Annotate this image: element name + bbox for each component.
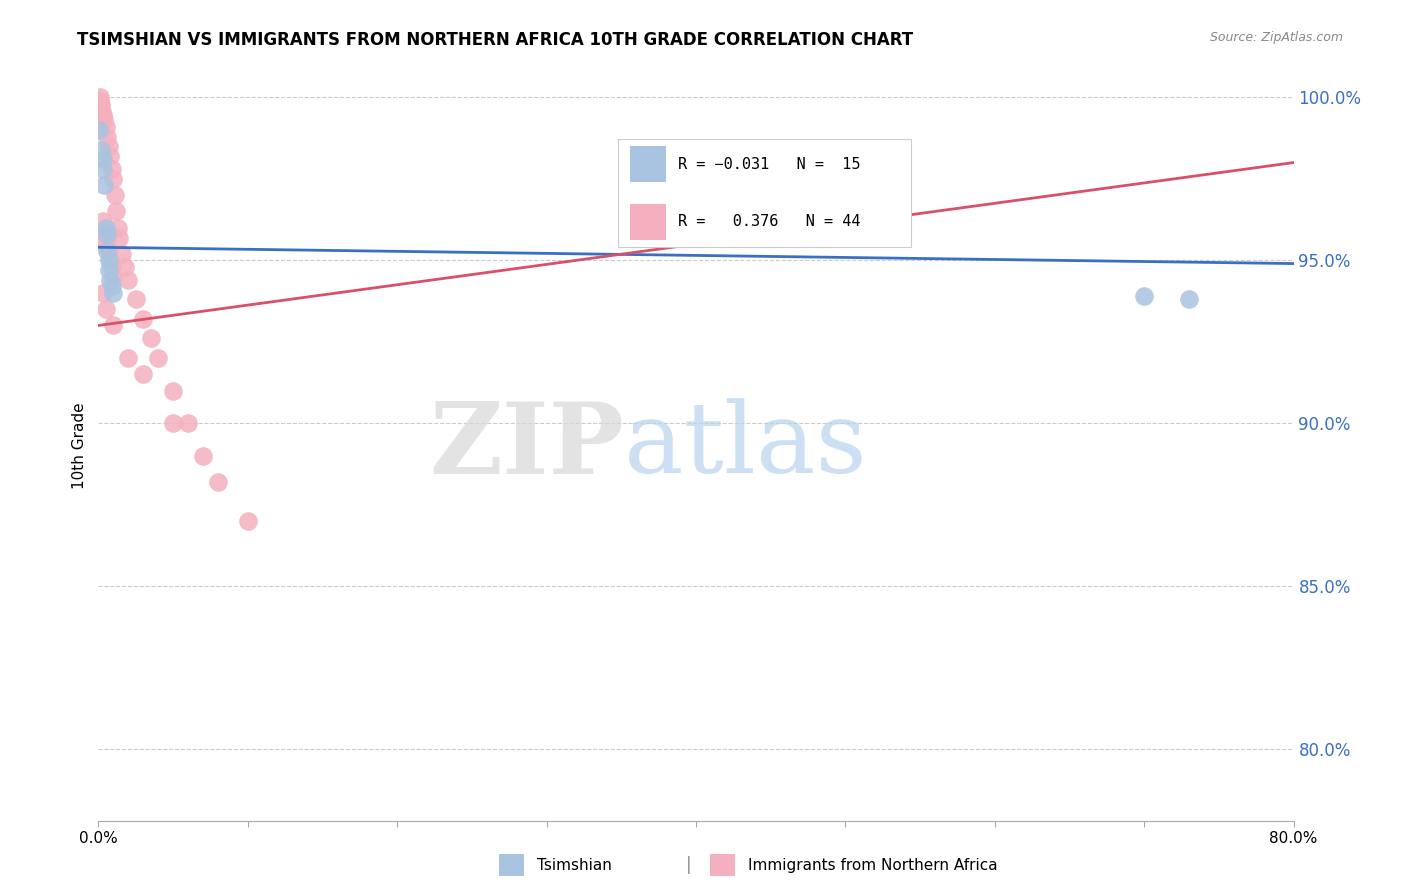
Point <box>91 214 114 228</box>
Point <box>103 172 125 186</box>
Point <box>91 285 114 300</box>
Point <box>94 120 117 134</box>
Point <box>101 260 124 274</box>
Point <box>97 263 120 277</box>
Point <box>117 351 139 365</box>
Point <box>89 94 111 108</box>
Point <box>105 204 128 219</box>
Point <box>111 247 134 261</box>
Point <box>101 162 124 177</box>
Point <box>104 188 127 202</box>
Text: Immigrants from Northern Africa: Immigrants from Northern Africa <box>748 858 998 872</box>
Point <box>207 475 229 489</box>
Point <box>132 312 155 326</box>
Bar <box>630 204 666 240</box>
Text: Tsimshian: Tsimshian <box>537 858 612 872</box>
Point <box>97 139 120 153</box>
Point <box>93 224 115 238</box>
Bar <box>630 146 666 182</box>
Text: ZIP: ZIP <box>429 398 624 494</box>
Point <box>94 240 117 254</box>
Point <box>103 318 125 333</box>
Point <box>148 351 170 365</box>
Point <box>1178 293 1201 307</box>
Point <box>101 279 124 293</box>
Point <box>103 269 125 284</box>
Text: atlas: atlas <box>624 398 868 494</box>
Point <box>96 234 118 248</box>
Point <box>89 90 111 104</box>
Point <box>90 143 112 157</box>
Point <box>90 97 112 112</box>
Point <box>97 244 120 258</box>
Point <box>98 149 122 163</box>
Text: R =   0.376   N = 44: R = 0.376 N = 44 <box>678 214 860 229</box>
Point <box>93 113 115 128</box>
Point <box>1133 289 1156 303</box>
Point <box>191 449 214 463</box>
Point <box>93 178 115 193</box>
Point <box>96 227 118 242</box>
FancyBboxPatch shape <box>619 139 911 247</box>
Point <box>91 110 114 124</box>
Point <box>98 253 122 268</box>
Point <box>91 106 114 120</box>
Point <box>91 162 114 177</box>
Point <box>94 230 117 244</box>
Y-axis label: 10th Grade: 10th Grade <box>72 402 87 490</box>
Point <box>162 416 184 430</box>
Point <box>91 153 114 167</box>
Point <box>132 368 155 382</box>
Text: |: | <box>686 856 692 874</box>
Point <box>97 253 120 268</box>
Point <box>108 230 131 244</box>
Point <box>103 285 125 300</box>
Point <box>90 100 112 114</box>
Point <box>236 514 259 528</box>
Point <box>125 293 148 307</box>
Point <box>114 260 136 274</box>
Point <box>94 302 117 317</box>
Point <box>89 123 111 137</box>
Point <box>177 416 200 430</box>
Text: Source: ZipAtlas.com: Source: ZipAtlas.com <box>1209 31 1343 45</box>
Point <box>96 129 118 144</box>
Point <box>139 331 162 345</box>
Point <box>96 244 118 258</box>
Text: R = −0.031   N =  15: R = −0.031 N = 15 <box>678 157 860 172</box>
Point <box>107 220 129 235</box>
Point <box>117 273 139 287</box>
Point <box>162 384 184 398</box>
Text: TSIMSHIAN VS IMMIGRANTS FROM NORTHERN AFRICA 10TH GRADE CORRELATION CHART: TSIMSHIAN VS IMMIGRANTS FROM NORTHERN AF… <box>77 31 914 49</box>
Point <box>94 220 117 235</box>
Point <box>98 273 122 287</box>
